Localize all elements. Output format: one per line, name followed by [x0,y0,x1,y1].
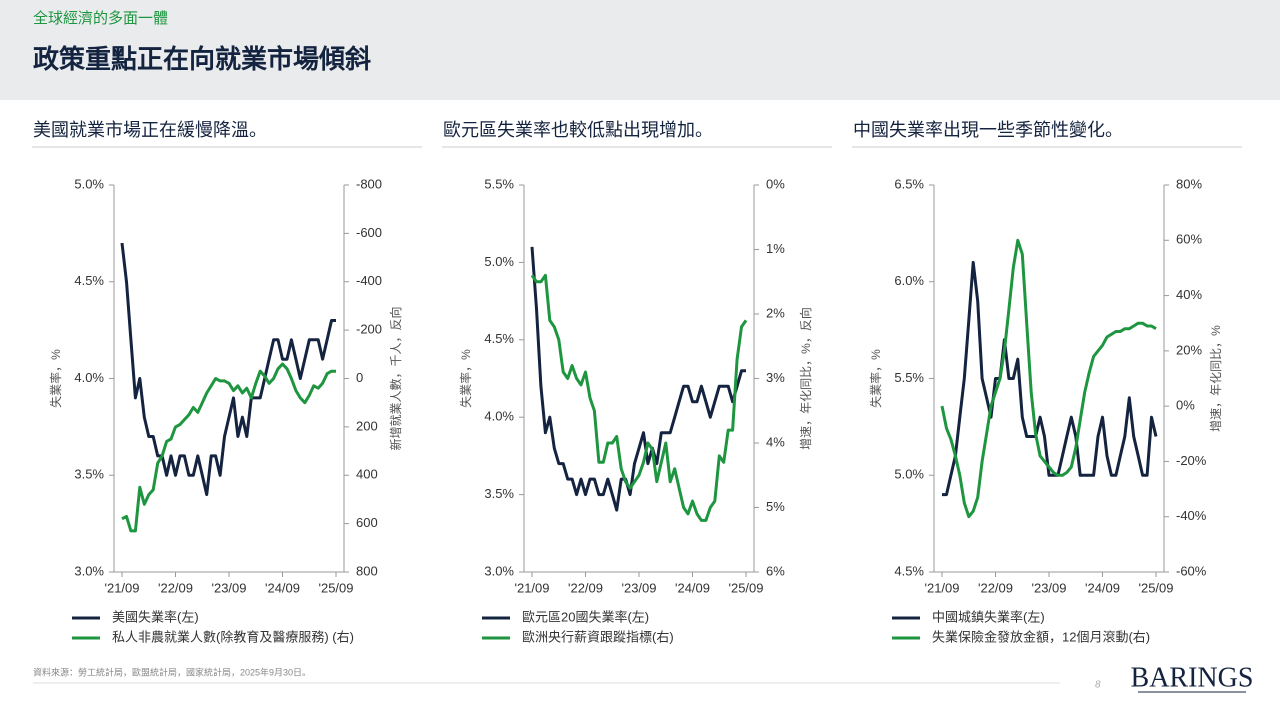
legend-label: 歐元區20國失業率(左) [522,609,649,624]
panel-title: 美國就業市場正在緩慢降溫。 [33,120,267,140]
y2-tick-label: -600 [356,225,382,240]
y2-tick-label: 1% [766,241,785,256]
y-tick-label: 4.5% [74,273,104,288]
x-tick-label: '25/09 [728,580,763,595]
y-tick-label: 4.5% [484,331,514,346]
y-tick-label: 5.5% [484,176,514,191]
y2-tick-label: 80% [1176,176,1202,191]
y-tick-label: 4.5% [894,563,924,578]
x-tick-label: '23/09 [211,580,246,595]
x-tick-label: '24/09 [1085,580,1120,595]
y2-tick-label: 40% [1176,287,1202,302]
page-number: 8 [1095,680,1101,691]
y2-tick-label: 5% [766,499,785,514]
y2-tick-label: 6% [766,563,785,578]
x-tick-label: '24/09 [265,580,300,595]
y-tick-label: 3.0% [484,563,514,578]
y2-tick-label: 20% [1176,342,1202,357]
x-tick-label: '21/09 [104,580,139,595]
y-tick-label: 3.5% [484,486,514,501]
logo: BARINGS [1131,662,1254,693]
series-line [530,273,748,522]
y-tick-label: 5.0% [74,176,104,191]
x-tick-label: '22/09 [978,580,1013,595]
y2-tick-label: 60% [1176,232,1202,247]
source-note: 資料來源：勞工統計局，歐盟統計局，國家統計局，2025年9月30日。 [33,666,311,677]
y2-tick-label: -400 [356,273,382,288]
y-tick-label: 3.5% [74,467,104,482]
y2-tick-label: 2% [766,305,785,320]
y-axis-label: 失業率，% [868,349,883,408]
header-band [0,0,1280,100]
series-line [530,246,746,512]
y2-tick-label: 4% [766,434,785,449]
y2-tick-label: 0% [1176,398,1195,413]
x-tick-label: '23/09 [621,580,656,595]
y2-tick-label: 0 [356,370,363,385]
y-tick-label: 4.0% [74,370,104,385]
y-axis-label: 失業率，% [48,349,63,408]
y2-tick-label: -40% [1176,508,1207,523]
y2-axis-label: 新增就業人數，千人，反向 [388,306,403,450]
series-line [120,242,336,497]
y-tick-label: 6.0% [894,273,924,288]
legend-label: 失業保險金發放金額，12個月滾動(右) [932,629,1150,644]
x-tick-label: '21/09 [924,580,959,595]
y2-tick-label: -20% [1176,453,1207,468]
x-tick-label: '22/09 [568,580,603,595]
y2-tick-label: -60% [1176,563,1207,578]
series-line [942,260,1158,497]
x-tick-label: '22/09 [158,580,193,595]
legend-label: 美國失業率(左) [112,609,199,624]
kicker: 全球經濟的多面一體 [33,9,168,27]
y2-tick-label: 200 [356,418,378,433]
panel-title: 歐元區失業率也較低點出現增加。 [443,120,713,140]
y2-tick-label: 600 [356,515,378,530]
y2-tick-label: 3% [766,370,785,385]
y-tick-label: 5.0% [484,254,514,269]
legend-label: 中國城鎮失業率(左) [932,609,1045,624]
y-tick-label: 5.5% [894,370,924,385]
y2-tick-label: -200 [356,322,382,337]
x-tick-label: '24/09 [675,580,710,595]
y2-axis-label: 增速，年化同比，%，反向 [798,307,813,450]
y-axis-label: 失業率，% [458,349,473,408]
series-line [121,362,336,533]
y2-tick-label: 800 [356,563,378,578]
slide-title: 政策重點正在向就業市場傾斜 [33,44,371,74]
panel-title: 中國失業率出現一些季節性變化。 [853,120,1123,140]
legend-label: 歐洲央行薪資跟蹤指標(右) [522,629,674,644]
legend-label: 私人非農就業人數(除教育及醫療服務) (右) [112,629,354,644]
y-tick-label: 5.0% [894,467,924,482]
x-tick-label: '23/09 [1031,580,1066,595]
x-tick-label: '21/09 [514,580,549,595]
y2-axis-label: 增速，年化同比，% [1209,325,1223,432]
y2-tick-label: 0% [766,176,785,191]
y-tick-label: 3.0% [74,563,104,578]
x-tick-label: '25/09 [318,580,353,595]
x-tick-label: '25/09 [1138,580,1173,595]
series-line [940,238,1157,519]
y2-tick-label: -800 [356,176,382,191]
y-tick-label: 4.0% [484,409,514,424]
y-tick-label: 6.5% [894,176,924,191]
y2-tick-label: 400 [356,467,378,482]
